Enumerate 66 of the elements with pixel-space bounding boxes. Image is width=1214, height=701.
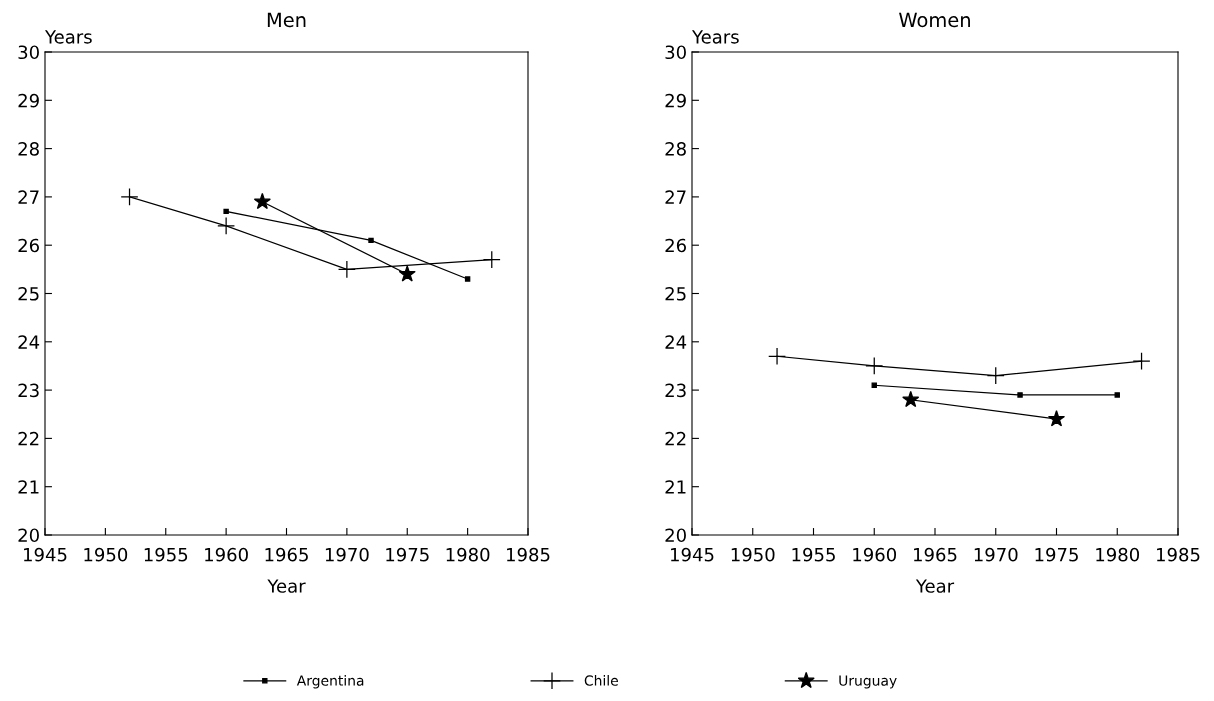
point [768, 347, 787, 366]
y-tick-label: 30 [18, 45, 39, 60]
y-tick-label: 21 [665, 480, 686, 494]
x-tick-label: 1960 [205, 547, 248, 562]
y-tick-label: 20 [665, 528, 686, 543]
y-tick-label: 22 [665, 431, 686, 446]
legend-label: Argentina [296, 675, 364, 689]
y-tick-label: 23 [665, 383, 686, 398]
point [1047, 410, 1066, 427]
legend-label: Uruguay [839, 675, 897, 689]
x-tick-label: 1980 [446, 547, 490, 562]
x-tick-label: 1945 [24, 547, 67, 562]
x-tick-label: 1955 [792, 547, 835, 562]
y-tick-label: 28 [18, 142, 39, 156]
point [482, 250, 501, 269]
x-tick-label: 1955 [144, 547, 188, 562]
y-tick-label: 29 [665, 93, 686, 108]
x-axis-title: Year [915, 579, 955, 593]
y-tick-label: 26 [18, 238, 39, 253]
y-tick-label: 29 [18, 93, 39, 108]
x-tick-label: 1960 [853, 547, 897, 562]
point [223, 208, 229, 215]
x-tick-label: 1965 [265, 547, 308, 562]
point [1132, 352, 1151, 371]
y-tick-label: 25 [18, 286, 39, 301]
x-tick-label: 1945 [671, 547, 714, 562]
point [398, 265, 416, 282]
legend-label: Chile [584, 675, 618, 686]
point [865, 356, 884, 375]
point [986, 366, 1005, 385]
y-tick-label: 20 [18, 528, 39, 543]
y-tick-label: 28 [665, 142, 686, 156]
x-tick-label: 1950 [84, 547, 128, 562]
y-tick-label: 27 [18, 190, 39, 204]
chart-title: Women [899, 12, 970, 28]
y-tick-label: 24 [665, 335, 687, 349]
y-tick-label: 27 [665, 190, 686, 204]
x-tick-label: 1970 [325, 547, 369, 562]
y-tick-label: 23 [18, 383, 39, 398]
point [368, 237, 374, 244]
x-tick-label: 1970 [974, 547, 1018, 562]
point [120, 187, 139, 206]
y-tick-label: 25 [665, 286, 686, 301]
x-tick-label: 1965 [914, 547, 957, 562]
y-tick-label: 22 [18, 431, 39, 446]
x-tick-label: 1975 [386, 547, 429, 562]
point [902, 390, 920, 408]
x-tick-label: 1975 [1035, 547, 1078, 562]
point [253, 192, 271, 210]
point [1114, 392, 1120, 398]
y-tick-label: 26 [665, 238, 686, 253]
point [217, 216, 236, 235]
y-axis-title: Years [691, 30, 739, 44]
point [337, 260, 356, 279]
y-tick-label: 30 [665, 45, 686, 60]
x-axis-title: Year [267, 579, 306, 593]
y-tick-label: 24 [18, 335, 40, 349]
x-tick-label: 1980 [1096, 547, 1140, 562]
x-tick-label: 1950 [731, 547, 775, 562]
x-tick-label: 1985 [507, 547, 550, 562]
point [464, 276, 471, 282]
y-tick-label: 21 [18, 480, 39, 494]
point [1017, 392, 1023, 398]
chart-title: Men [267, 12, 306, 28]
y-axis-title: Years [44, 30, 92, 44]
x-tick-label: 1985 [1157, 547, 1200, 562]
